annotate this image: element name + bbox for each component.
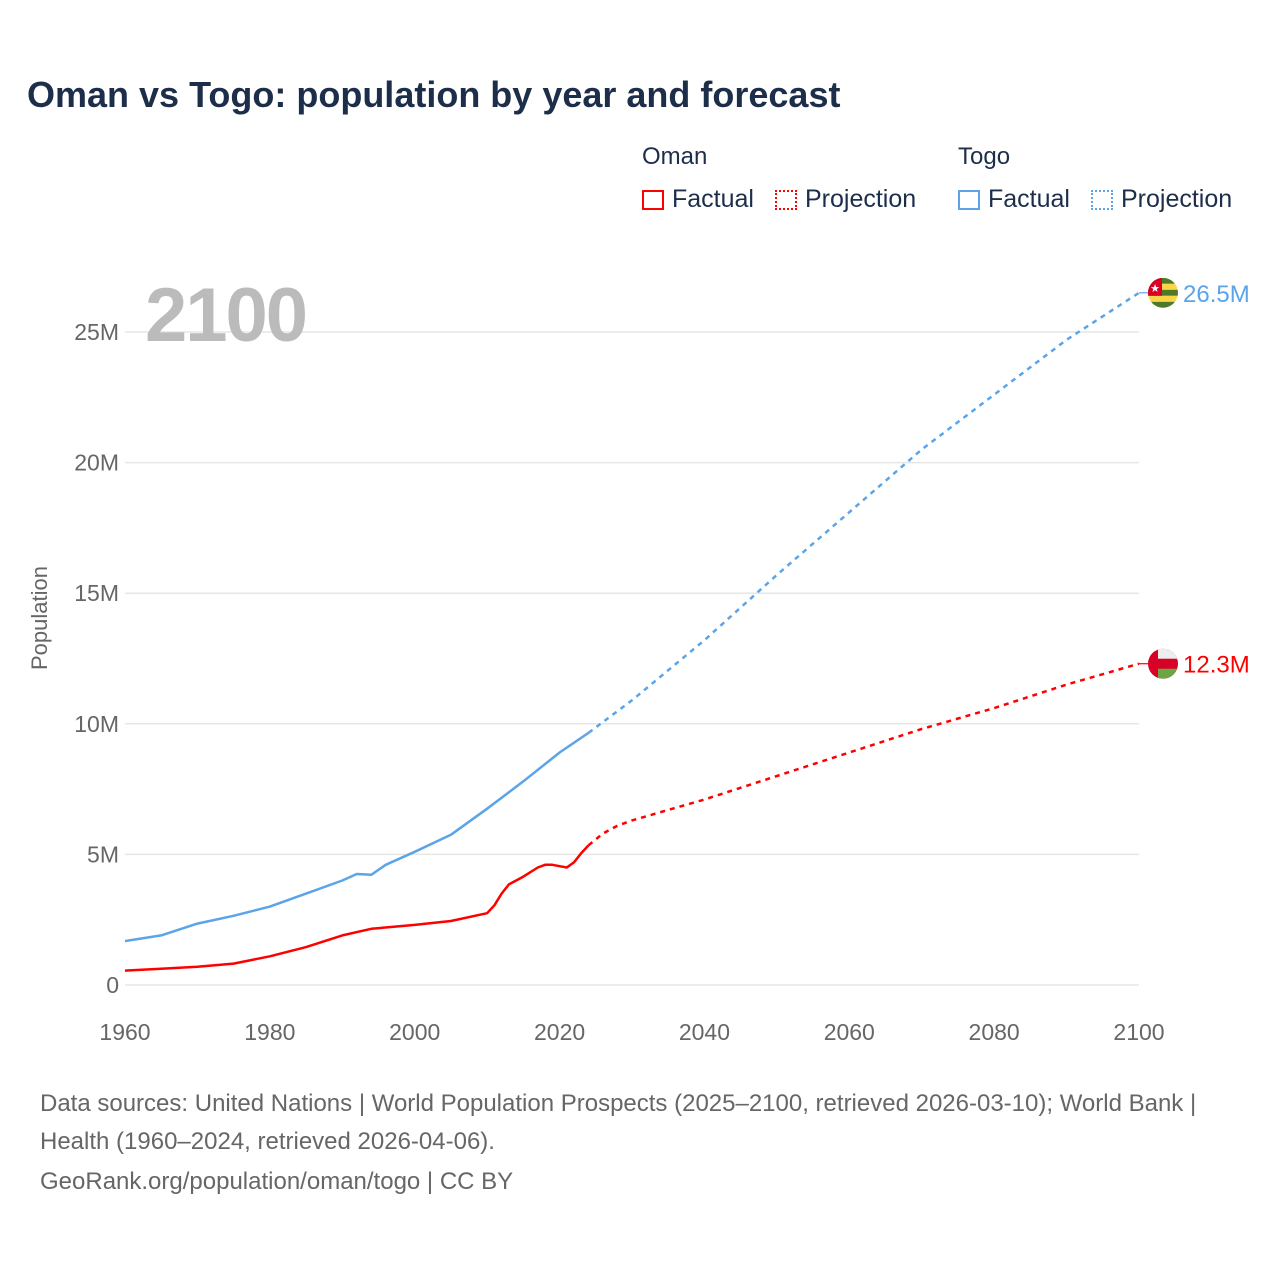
legend-togo-projection[interactable]: Projection — [1091, 185, 1232, 214]
togo-end-label: 26.5M — [1183, 281, 1250, 308]
flag-body: ★ — [1148, 277, 1178, 308]
flag-stripe — [1148, 295, 1178, 302]
y-tick-label: 15M — [74, 580, 119, 606]
legend-group-togo: Togo — [958, 143, 1011, 170]
legend-group-oman: Oman — [642, 143, 708, 170]
legend-oman-projection[interactable]: Projection — [775, 185, 916, 214]
flag-green — [1158, 668, 1178, 679]
legend-swatch — [958, 190, 980, 210]
y-tick-label: 5M — [87, 841, 119, 867]
flag-body — [1148, 648, 1178, 679]
legend-swatch — [775, 190, 797, 210]
x-tick-label: 1980 — [244, 1019, 295, 1045]
x-tick-label: 1960 — [99, 1019, 150, 1045]
flag-stripe — [1148, 283, 1178, 290]
x-tick-label: 2080 — [969, 1019, 1020, 1045]
flag-stripe — [1148, 301, 1178, 308]
togo-factual-line — [124, 731, 590, 943]
x-tick-label: 2060 — [824, 1019, 875, 1045]
x-tick-label: 2100 — [1113, 1019, 1164, 1045]
x-tick-label: 2040 — [679, 1019, 730, 1045]
oman-factual-line — [124, 844, 590, 972]
oman-projection-line — [587, 662, 1140, 847]
y-tick-label: 0 — [106, 972, 119, 998]
y-tick-label: 20M — [74, 450, 119, 476]
legend-label: Factual — [672, 185, 754, 213]
legend-togo-factual[interactable]: Factual — [958, 185, 1070, 214]
x-tick-label: 2000 — [389, 1019, 440, 1045]
chart-title: Oman vs Togo: population by year and for… — [27, 74, 841, 115]
oman-end-label: 12.3M — [1183, 652, 1250, 679]
data-sources: Data sources: United Nations | World Pop… — [40, 1090, 1197, 1155]
flag-stripe — [1148, 289, 1178, 296]
y-axis-label: Population — [27, 566, 52, 670]
flag-stripe — [1148, 277, 1178, 284]
y-tick-label: 10M — [74, 711, 119, 737]
legend-swatch — [642, 190, 664, 210]
togo-projection-line — [587, 291, 1140, 734]
oman-flag-icon — [1148, 648, 1178, 679]
flag-white — [1158, 648, 1178, 659]
credit-link[interactable]: GeoRank.org/population/oman/togo | CC BY — [40, 1168, 514, 1195]
y-tick-label: 25M — [74, 319, 119, 345]
legend-swatch — [1091, 190, 1113, 210]
x-tick-label: 2020 — [534, 1019, 585, 1045]
legend-label: Factual — [988, 185, 1070, 213]
year-display: 2100 — [145, 273, 308, 358]
togo-flag-icon: ★ — [1148, 277, 1178, 308]
legend-oman-factual[interactable]: Factual — [642, 185, 754, 214]
legend-label: Projection — [1121, 185, 1233, 213]
legend-label: Projection — [805, 185, 917, 213]
flag-star: ★ — [1150, 283, 1160, 295]
